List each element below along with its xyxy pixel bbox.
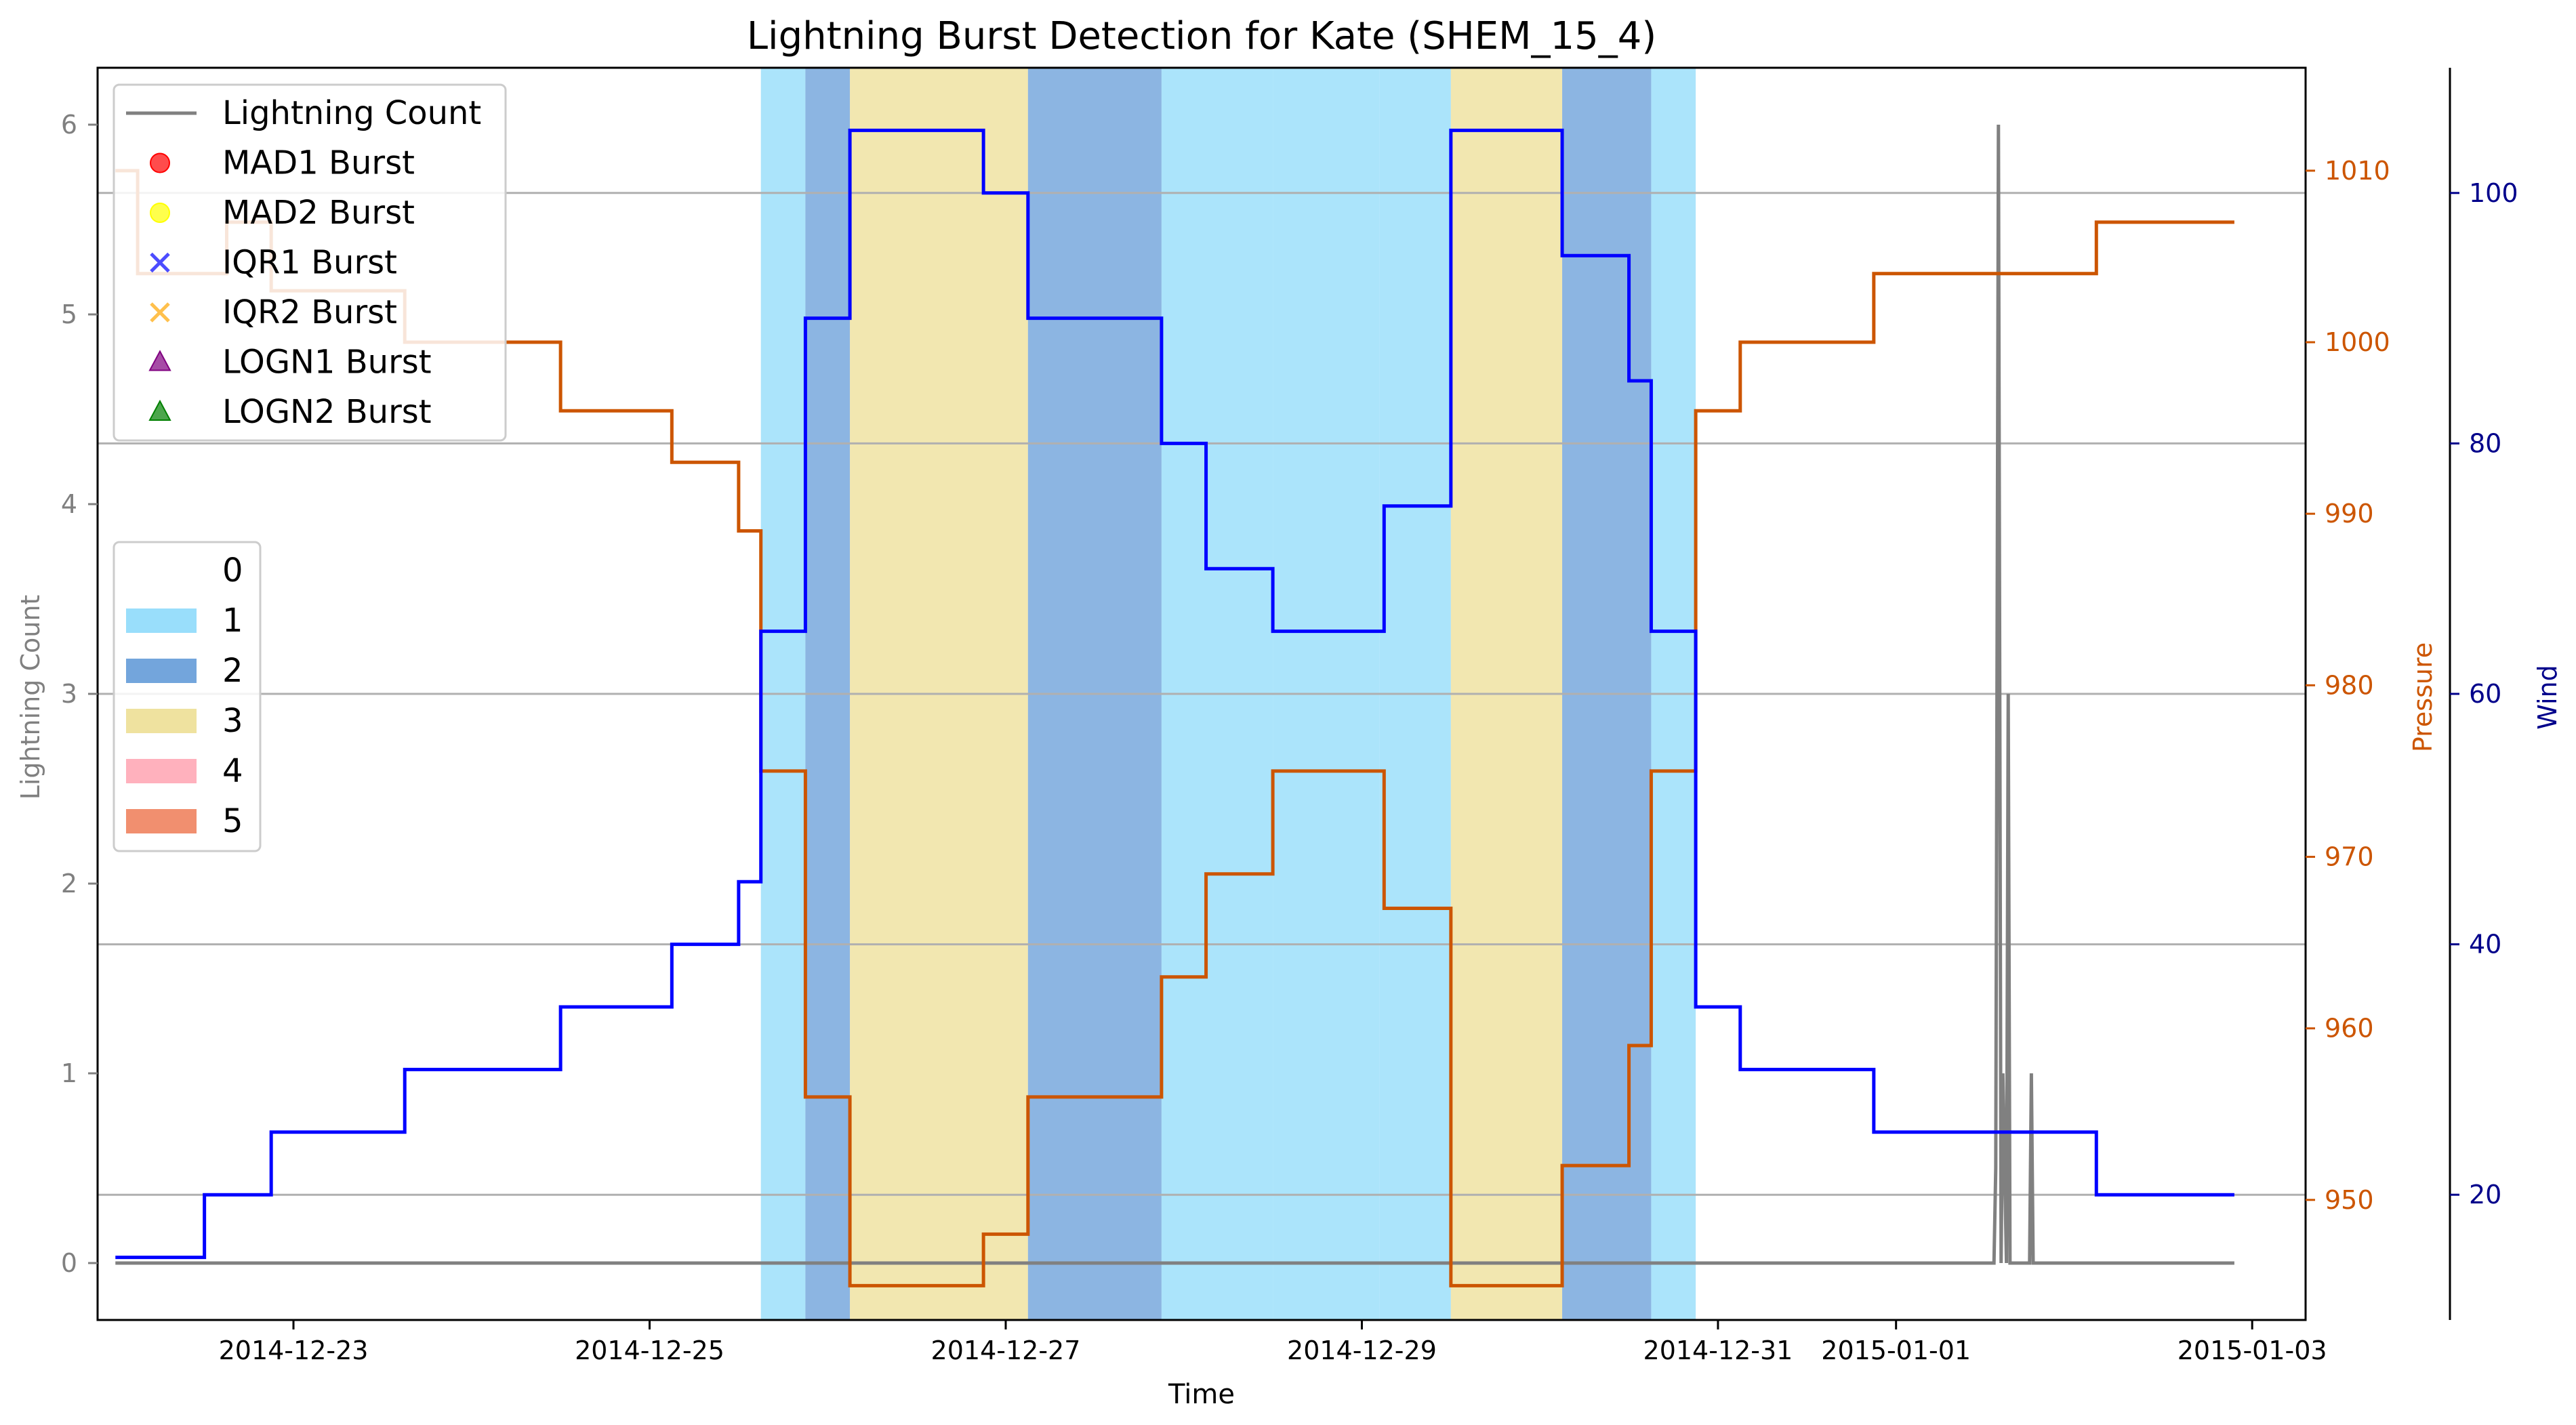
x-tick-label: 2014-12-31 [1643,1336,1793,1365]
x-tick-label: 2014-12-29 [1287,1336,1437,1365]
wind-tick-label: 80 [2469,428,2501,458]
chart-title: Lightning Burst Detection for Kate (SHEM… [747,14,1656,58]
legend-circle-marker [150,203,170,223]
legend-triangle-marker [148,350,171,371]
wind-tick-label: 20 [2469,1180,2501,1210]
left-tick-label: 2 [61,869,77,899]
legend-swatch [126,809,197,833]
lightning-count-line [115,124,2234,1265]
legend-bursts: Lightning Count MAD1 Burst MAD2 Burst IQR1 … [113,83,507,442]
pressure-tick-label: 950 [2325,1185,2374,1215]
legend-label: LOGN2 Burst [222,393,432,431]
pressure-tick-label: 980 [2325,670,2374,700]
legend-label: MAD2 Burst [222,194,415,232]
legend-label: IQR1 Burst [222,244,397,282]
x-tick-label: 2014-12-23 [219,1336,369,1365]
x-tick-label: 2015-01-01 [1821,1336,1971,1365]
legend-label: 3 [222,702,243,740]
legend-label: 2 [222,652,243,690]
left-tick-label: 0 [61,1248,77,1278]
pressure-tick-label: 1010 [2325,156,2390,186]
legend-swatch [126,608,197,633]
pressure-tick-label: 1000 [2325,327,2390,357]
legend-bursts-box [113,83,507,442]
legend-label: IQR2 Burst [222,293,397,331]
pressure-tick-label: 960 [2325,1014,2374,1044]
pressure-tick-label: 970 [2325,842,2374,871]
legend-swatch [126,709,197,733]
legend-swatch [126,558,197,583]
legend-label: 1 [222,602,243,640]
legend-label: 0 [222,552,243,590]
legend-circle-marker [150,152,170,173]
left-tick-label: 6 [61,110,77,140]
x-tick-label: 2014-12-25 [575,1336,724,1365]
left-tick-label: 4 [61,489,77,519]
left-axis-label: Lightning Count [16,595,45,800]
x-tick-label: 2014-12-27 [931,1336,1081,1365]
legend-x-marker [150,302,170,323]
wind-tick-label: 40 [2469,930,2501,959]
left-tick-label: 3 [61,679,77,709]
left-tick-label: 5 [61,300,77,329]
wind-tick-label: 60 [2469,679,2501,709]
x-axis-label: Time [1168,1379,1235,1410]
legend-label: Lightning Count [222,94,481,132]
legend-label: 5 [222,802,243,840]
legend-categories: 0 1 2 3 4 5 [113,541,262,852]
wind-axis-label: Wind [2533,665,2562,730]
wind-tick-label: 100 [2469,178,2518,208]
wind-line [115,128,2234,1260]
pressure-axis-label: Pressure [2408,642,2438,752]
axes: 2014-12-23 2014-12-25 2014-12-27 2014-12-29… [61,68,2518,1365]
x-tick-label: 2015-01-03 [2178,1336,2327,1365]
legend-label: MAD1 Burst [222,144,415,182]
legend-label: 4 [222,752,243,790]
legend-x-marker [150,252,170,273]
left-tick-label: 1 [61,1058,77,1088]
legend-swatch [126,659,197,683]
pressure-tick-label: 990 [2325,499,2374,529]
legend-label: LOGN1 Burst [222,344,432,381]
legend-swatch [126,759,197,783]
legend-triangle-marker [148,399,171,421]
